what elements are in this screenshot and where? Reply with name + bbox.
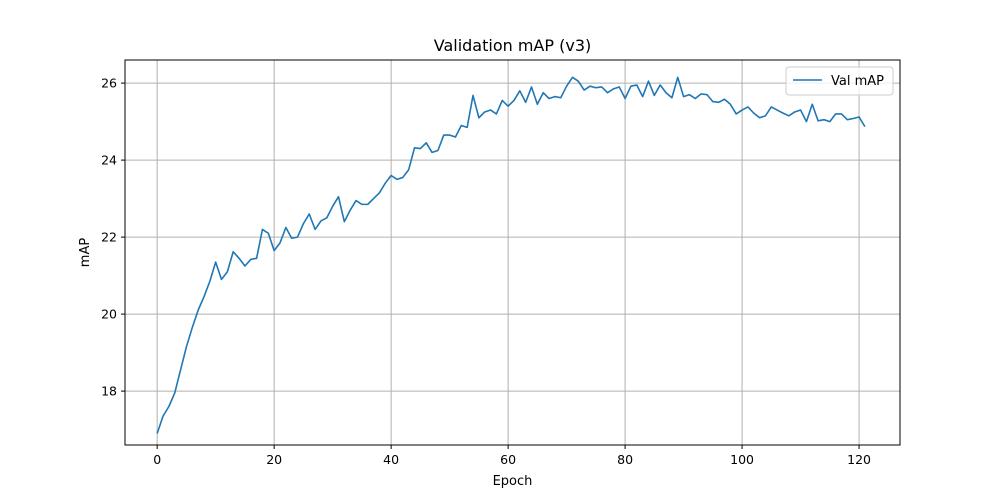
legend-box (785, 66, 894, 96)
legend-label-val-map: Val mAP (831, 74, 884, 89)
y-tick-label: 20 (101, 307, 117, 322)
series-line-val-map (156, 76, 866, 434)
chart-title: Validation mAP (v3) (434, 36, 592, 55)
y-tick-label: 18 (101, 384, 117, 399)
y-axis-label: mAP (78, 238, 93, 268)
x-axis-ticks: 0 20 40 60 80 100 120 (153, 445, 871, 467)
x-tick-label: 80 (617, 452, 633, 467)
x-tick-label: 60 (500, 452, 516, 467)
y-tick-label: 26 (101, 76, 117, 91)
series-layer (156, 76, 866, 434)
x-axis-label: Epoch (493, 474, 533, 489)
x-tick-label: 0 (153, 452, 161, 467)
y-axis-ticks: 18 20 22 24 26 (101, 76, 125, 399)
x-tick-label: 120 (847, 452, 871, 467)
grid-lines (125, 60, 900, 445)
legend: Val mAP (785, 66, 894, 96)
x-tick-label: 40 (383, 452, 399, 467)
x-tick-label: 20 (266, 452, 282, 467)
x-tick-label: 100 (730, 452, 754, 467)
y-tick-label: 24 (101, 153, 117, 168)
y-tick-label: 22 (101, 230, 117, 245)
plot-area-frame (124, 59, 901, 446)
